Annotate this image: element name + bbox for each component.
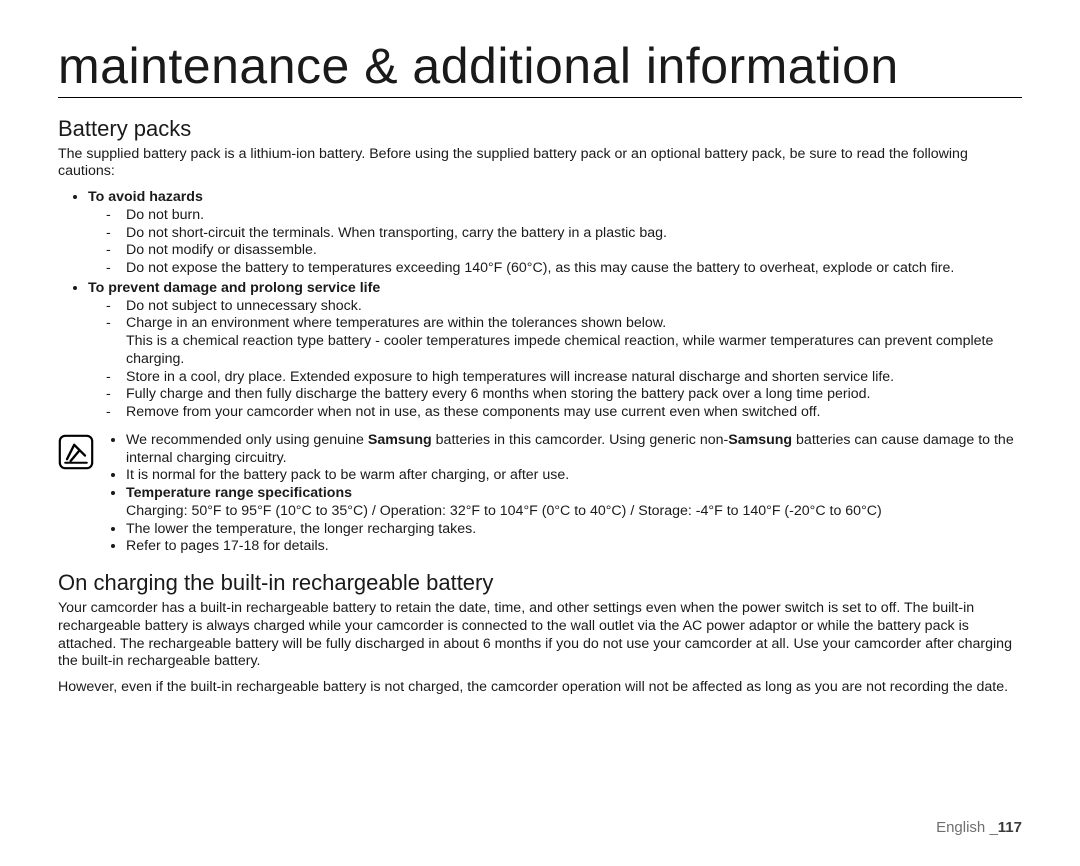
note-1b: Samsung [368, 432, 432, 448]
note-list: We recommended only using genuine Samsun… [108, 432, 1022, 556]
footer-lang: English [936, 819, 985, 836]
prevent-2: Charge in an environment where temperatu… [106, 315, 1022, 368]
note-4: The lower the temperature, the longer re… [126, 521, 1022, 539]
hazards-item: To avoid hazards Do not burn. Do not sho… [88, 189, 1022, 278]
prevent-3: Store in a cool, dry place. Extended exp… [106, 369, 1022, 387]
note-1c: batteries in this camcorder. Using gener… [432, 432, 729, 448]
heading-battery-packs: Battery packs [58, 116, 1022, 142]
note-3-title: Temperature range specifications [126, 485, 352, 501]
note-icon [58, 434, 94, 470]
section-charging: On charging the built-in rechargeable ba… [58, 570, 1022, 697]
charging-p2: However, even if the built-in rechargeab… [58, 679, 1022, 697]
hazards-3: Do not modify or disassemble. [106, 242, 1022, 260]
prevent-2b: This is a chemical reaction type battery… [126, 333, 993, 367]
hazards-list: Do not burn. Do not short-circuit the te… [88, 207, 1022, 278]
note-block: We recommended only using genuine Samsun… [58, 432, 1022, 556]
section-battery-packs: Battery packs The supplied battery pack … [58, 116, 1022, 422]
note-1a: We recommended only using genuine [126, 432, 368, 448]
heading-charging: On charging the built-in rechargeable ba… [58, 570, 1022, 596]
note-2: It is normal for the battery pack to be … [126, 467, 1022, 485]
note-1: We recommended only using genuine Samsun… [126, 432, 1022, 468]
note-1d: Samsung [728, 432, 792, 448]
prevent-1: Do not subject to unnecessary shock. [106, 298, 1022, 316]
note-3: Temperature range specifications Chargin… [126, 485, 1022, 521]
hazards-4: Do not expose the battery to temperature… [106, 260, 1022, 278]
note-5: Refer to pages 17-18 for details. [126, 538, 1022, 556]
note-3-body: Charging: 50°F to 95°F (10°C to 35°C) / … [126, 503, 1022, 521]
hazards-2: Do not short-circuit the terminals. When… [106, 225, 1022, 243]
prevent-5: Remove from your camcorder when not in u… [106, 404, 1022, 422]
prevent-item: To prevent damage and prolong service li… [88, 280, 1022, 422]
manual-page: maintenance & additional information Bat… [0, 0, 1080, 866]
note-body: We recommended only using genuine Samsun… [108, 432, 1022, 556]
prevent-title: To prevent damage and prolong service li… [88, 280, 380, 296]
page-footer: English _117 [936, 819, 1022, 836]
prevent-4: Fully charge and then fully discharge th… [106, 386, 1022, 404]
battery-intro: The supplied battery pack is a lithium-i… [58, 146, 1022, 182]
hazards-1: Do not burn. [106, 207, 1022, 225]
page-title: maintenance & additional information [58, 40, 1022, 98]
battery-bullets: To avoid hazards Do not burn. Do not sho… [58, 189, 1022, 422]
charging-p1: Your camcorder has a built-in rechargeab… [58, 600, 1022, 671]
footer-page-number: 117 [998, 819, 1022, 836]
footer-sep: _ [985, 819, 998, 836]
prevent-2a: Charge in an environment where temperatu… [126, 315, 666, 331]
prevent-list: Do not subject to unnecessary shock. Cha… [88, 298, 1022, 422]
hazards-title: To avoid hazards [88, 189, 203, 205]
